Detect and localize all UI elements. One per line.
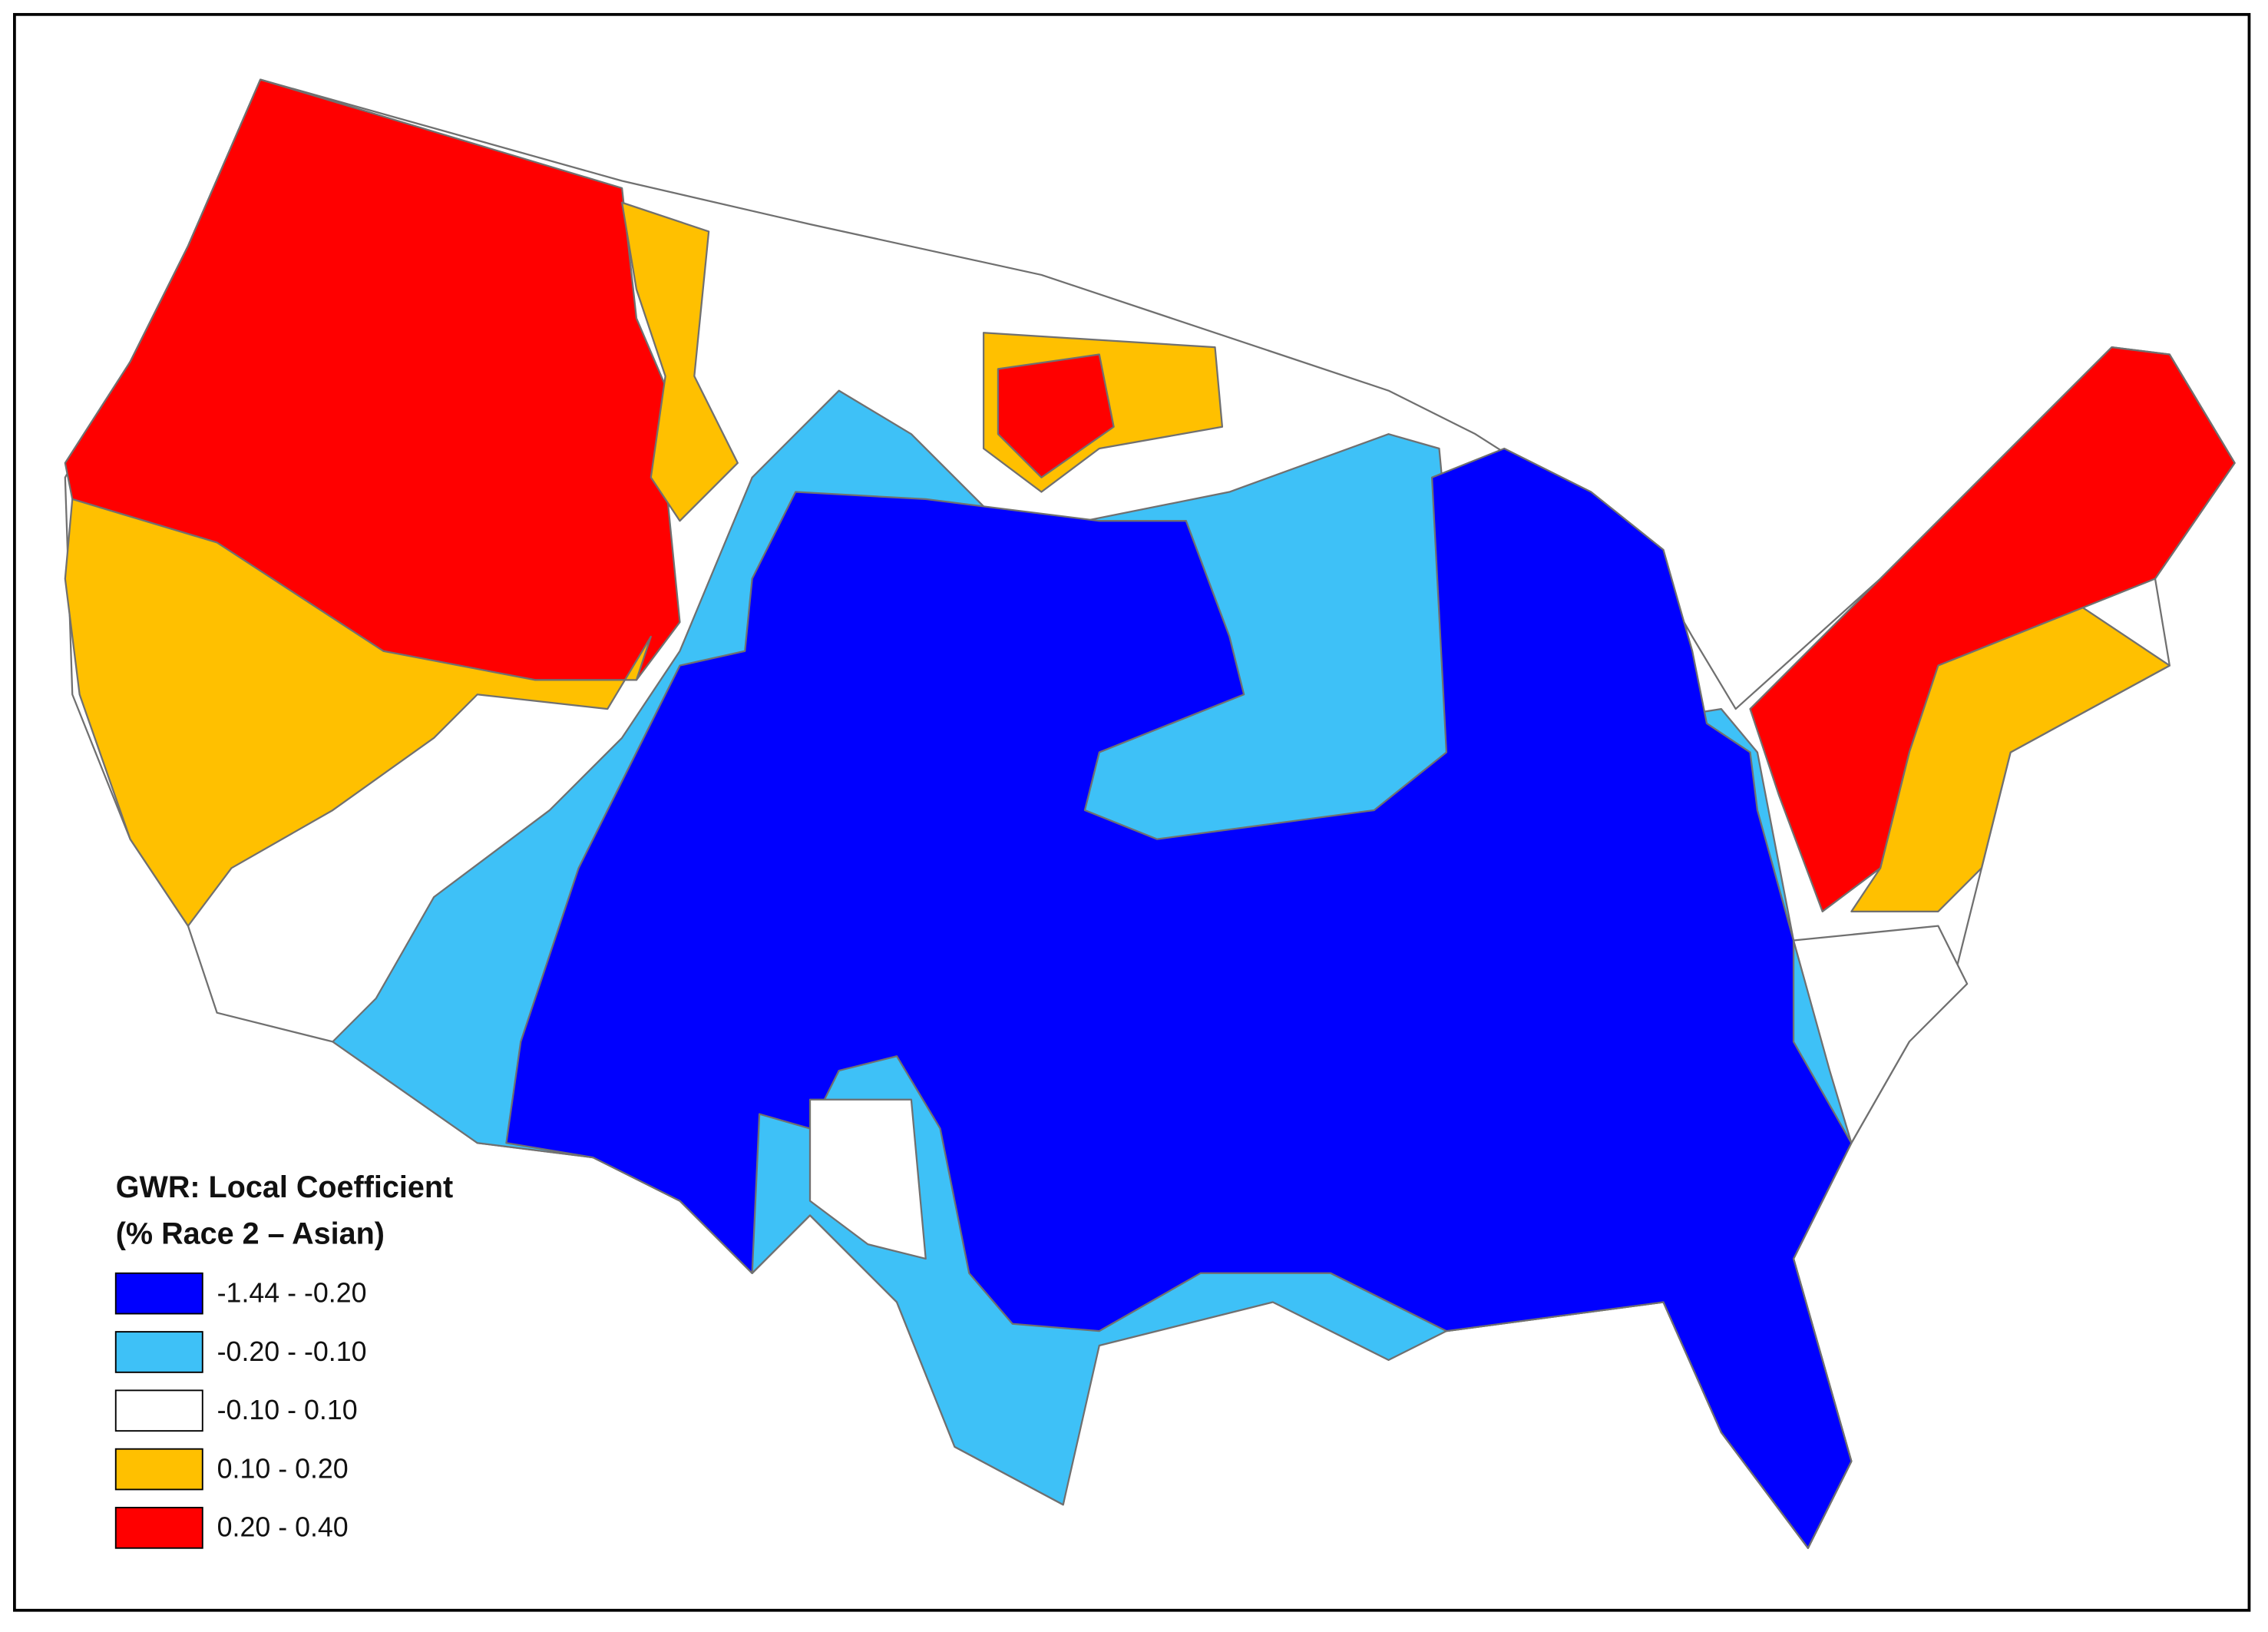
region	[1792, 925, 1969, 1144]
legend-label: -0.20 - -0.10	[217, 1336, 367, 1367]
region	[1749, 346, 2236, 912]
region	[64, 498, 652, 927]
legend-swatch	[114, 1331, 203, 1373]
legend-label: -1.44 - -0.20	[217, 1278, 367, 1309]
legend: -1.44 - -0.20 -0.20 - -0.10 -0.10 - 0.10 0.…	[114, 1272, 367, 1549]
region	[997, 353, 1115, 478]
legend-title: GWR: Local Coefficient	[116, 1170, 453, 1204]
legend-subtitle: (% Race 2 – Asian)	[116, 1217, 385, 1250]
map	[64, 78, 2236, 1549]
legend-swatch	[114, 1448, 203, 1491]
legend-swatch	[114, 1507, 203, 1549]
legend-swatch	[114, 1272, 203, 1315]
legend-label: -0.10 - 0.10	[217, 1395, 358, 1425]
legend-label: 0.10 - 0.20	[217, 1453, 349, 1484]
region	[808, 1098, 927, 1260]
legend-swatch	[114, 1389, 203, 1432]
legend-label: 0.20 - 0.40	[217, 1512, 349, 1543]
region	[620, 201, 739, 522]
region	[505, 447, 1853, 1549]
